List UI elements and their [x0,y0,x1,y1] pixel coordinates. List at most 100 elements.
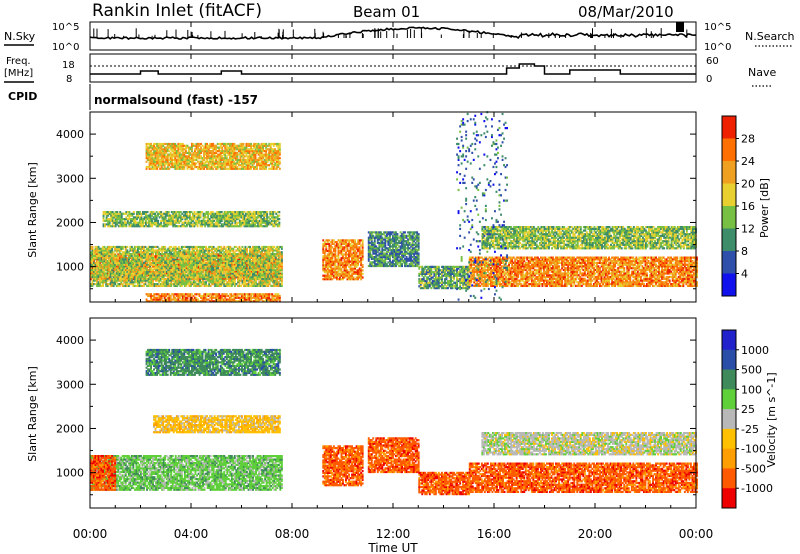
heat-cell [273,221,276,224]
heat-cell [117,253,120,256]
heat-cell [138,256,141,259]
heat-cell [199,214,202,217]
heat-cell [106,245,109,249]
heat-cell [224,272,227,275]
heat-cell [138,279,141,282]
heat-cell [196,249,198,252]
heat-cell [129,256,132,259]
heat-cell [138,245,141,249]
heat-cell [213,214,216,217]
heat-cell [132,253,135,256]
heat-cell [105,247,108,250]
heat-cell [112,260,115,263]
heat-cell [278,225,281,228]
heat-cell [270,245,273,249]
heat-cell [156,264,159,267]
heat-cell [197,265,200,268]
heat-cell [209,272,212,275]
heat-cell [265,256,268,260]
heat-cell [179,283,182,286]
heat-cell [150,151,152,154]
heat-cell [108,219,111,222]
heat-cell [146,225,149,228]
heat-cell [125,216,128,219]
heat-cell [173,277,176,280]
heat-cell [207,216,210,219]
heat-cell [212,262,215,265]
heat-cell [266,219,269,222]
heat-cell [252,247,254,250]
heat-cell [252,253,254,256]
heat-cell [269,211,272,214]
heat-cell [223,260,226,263]
heat-cell [164,272,167,275]
heat-cell [178,211,181,214]
heat-cell [115,272,118,275]
heat-cell [211,283,214,286]
heat-cell [120,277,123,280]
heat-cell [173,247,176,250]
heat-cell [126,278,129,281]
heat-cell [246,260,248,263]
heat-cell [264,284,267,287]
heat-cell [96,258,98,261]
heat-cell [218,265,221,268]
cpid-value: normalsound (fast) -157 [94,93,258,107]
heat-cell [223,267,226,270]
heat-cell [243,272,245,275]
heat-cell [191,253,194,256]
heat-cell [203,253,206,256]
heat-cell [119,212,122,215]
heat-cell [205,223,208,226]
heat-cell [249,247,251,250]
heat-cell [274,261,277,264]
heat-cell [193,214,196,217]
heat-cell [209,271,212,274]
heat-cell [117,261,120,264]
heat-cell [262,267,265,270]
heat-cell [271,281,274,284]
heat-cell [196,271,198,274]
heat-cell [187,219,190,222]
heat-cell [150,146,152,149]
heat-cell [235,263,238,266]
heat-cell [140,247,142,250]
heat-cell [91,284,94,287]
heat-cell [138,260,141,263]
heat-cell [221,278,224,281]
heat-cell [139,225,141,228]
heat-cell [223,263,226,266]
heat-cell [276,283,279,286]
heat-cell [234,218,237,221]
heat-cell [216,211,219,214]
heat-cell [154,223,156,226]
heat-cell [255,219,258,222]
heat-cell [113,216,116,219]
heat-cell [202,256,204,259]
heat-cell [230,253,233,256]
heat-cell [134,218,137,221]
heat-cell [258,261,261,264]
heat-cell [149,211,152,214]
heat-cell [167,270,170,273]
heat-cell [235,214,238,217]
heat-cell [244,281,247,284]
heat-cell [177,249,180,252]
heat-cell [201,221,203,224]
heat-cell [252,223,255,226]
heat-cell [249,254,251,257]
heat-cell [109,275,112,279]
heat-cell [129,245,132,249]
heat-cell [133,251,136,254]
heat-cell [205,269,207,272]
heat-cell [136,214,138,217]
heat-cell [146,254,148,257]
heat-cell [264,281,267,284]
heat-cell [193,283,195,286]
heat-cell [193,279,195,282]
heat-cell [246,223,249,226]
heat-cell [242,216,244,219]
heat-cell [102,247,104,250]
heat-cell [107,212,110,215]
heat-cell [153,258,156,261]
